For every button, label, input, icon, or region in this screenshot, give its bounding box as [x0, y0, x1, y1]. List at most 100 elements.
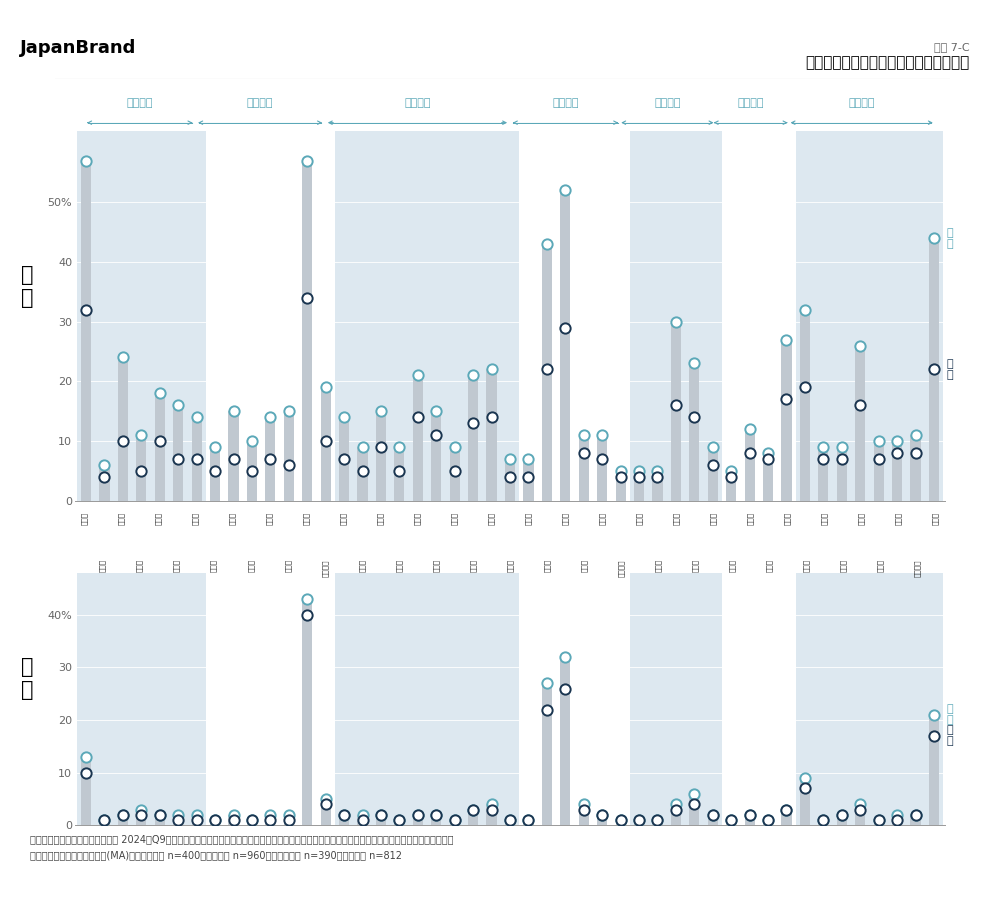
- Bar: [99, 820, 110, 825]
- Text: 意
向: 意 向: [947, 725, 953, 746]
- Bar: [376, 411, 386, 501]
- Point: [226, 404, 242, 419]
- Text: 福井県: 福井県: [396, 559, 402, 573]
- Text: 高知県: 高知県: [784, 511, 791, 525]
- Bar: [818, 446, 828, 501]
- Point: [834, 807, 850, 822]
- Bar: [81, 161, 91, 501]
- Text: 四国地方: 四国地方: [737, 98, 764, 108]
- Text: 岐阜県: 岐阜県: [451, 511, 458, 525]
- Point: [336, 410, 352, 424]
- Bar: [247, 820, 257, 825]
- Point: [318, 434, 334, 448]
- Text: 京都府: 京都府: [544, 559, 550, 573]
- Point: [705, 807, 721, 822]
- Bar: [95, 131, 206, 501]
- Text: 愛知県: 愛知県: [488, 511, 495, 525]
- Bar: [155, 393, 165, 501]
- Bar: [339, 417, 349, 501]
- Point: [576, 797, 592, 812]
- Bar: [210, 820, 220, 825]
- Point: [484, 410, 500, 424]
- Bar: [118, 815, 128, 825]
- Bar: [335, 573, 519, 825]
- Bar: [560, 657, 570, 825]
- Point: [649, 813, 665, 827]
- Bar: [210, 446, 220, 501]
- Point: [373, 439, 389, 454]
- Bar: [616, 820, 626, 825]
- Bar: [892, 441, 902, 501]
- Bar: [95, 573, 206, 825]
- Point: [262, 813, 278, 827]
- Text: 韓
国: 韓 国: [21, 264, 33, 308]
- Point: [520, 470, 536, 484]
- Point: [908, 446, 924, 460]
- Bar: [708, 815, 718, 825]
- Point: [318, 797, 334, 812]
- Text: 山形県: 山形県: [174, 559, 180, 573]
- Text: 図表 7-C: 図表 7-C: [934, 42, 970, 52]
- Text: 福岡県: 福岡県: [803, 559, 809, 573]
- Point: [78, 766, 94, 780]
- Text: 中部地方: 中部地方: [404, 98, 431, 108]
- Bar: [708, 446, 718, 501]
- Point: [244, 434, 260, 448]
- Bar: [616, 471, 626, 501]
- Point: [908, 807, 924, 822]
- Point: [502, 813, 518, 827]
- Bar: [630, 131, 722, 501]
- Point: [115, 807, 131, 822]
- Point: [152, 807, 168, 822]
- Point: [852, 338, 868, 353]
- Point: [815, 439, 831, 454]
- Text: 東京都: 東京都: [303, 511, 310, 525]
- Point: [742, 446, 758, 460]
- Text: 東北地方: 東北地方: [127, 98, 153, 108]
- Text: 富山県: 富山県: [359, 559, 365, 573]
- Point: [594, 428, 610, 442]
- Point: [908, 428, 924, 442]
- Bar: [155, 815, 165, 825]
- Point: [281, 404, 297, 419]
- Point: [299, 608, 315, 622]
- Point: [889, 807, 905, 822]
- Bar: [671, 805, 681, 825]
- Point: [649, 813, 665, 827]
- Point: [778, 803, 794, 817]
- Point: [244, 464, 260, 478]
- Point: [170, 398, 186, 412]
- Bar: [468, 810, 478, 825]
- Point: [557, 320, 573, 335]
- Text: 長野県: 長野県: [433, 559, 439, 573]
- Point: [686, 787, 702, 801]
- Point: [115, 350, 131, 364]
- Point: [318, 792, 334, 806]
- Point: [133, 807, 149, 822]
- Point: [834, 807, 850, 822]
- Bar: [910, 815, 921, 825]
- Text: 宮城県: 宮城県: [136, 559, 143, 573]
- Point: [207, 813, 223, 827]
- Text: 中国地方: 中国地方: [654, 98, 681, 108]
- Point: [170, 813, 186, 827]
- Text: 新潟県: 新潟県: [340, 511, 347, 525]
- Point: [281, 457, 297, 472]
- Text: 静岡県: 静岡県: [470, 559, 476, 573]
- Point: [355, 464, 371, 478]
- Point: [373, 404, 389, 419]
- Point: [723, 470, 739, 484]
- Text: 群馬県: 群馬県: [248, 559, 254, 573]
- Bar: [523, 820, 534, 825]
- Text: 神奈川県: 神奈川県: [322, 559, 328, 576]
- Point: [668, 398, 684, 412]
- Point: [834, 439, 850, 454]
- Text: 長崎県: 長崎県: [840, 559, 846, 573]
- Bar: [929, 238, 939, 501]
- Point: [594, 807, 610, 822]
- Point: [96, 457, 112, 472]
- Point: [926, 363, 942, 377]
- Point: [355, 439, 371, 454]
- Text: 奈良県: 奈良県: [599, 511, 606, 525]
- Point: [391, 813, 407, 827]
